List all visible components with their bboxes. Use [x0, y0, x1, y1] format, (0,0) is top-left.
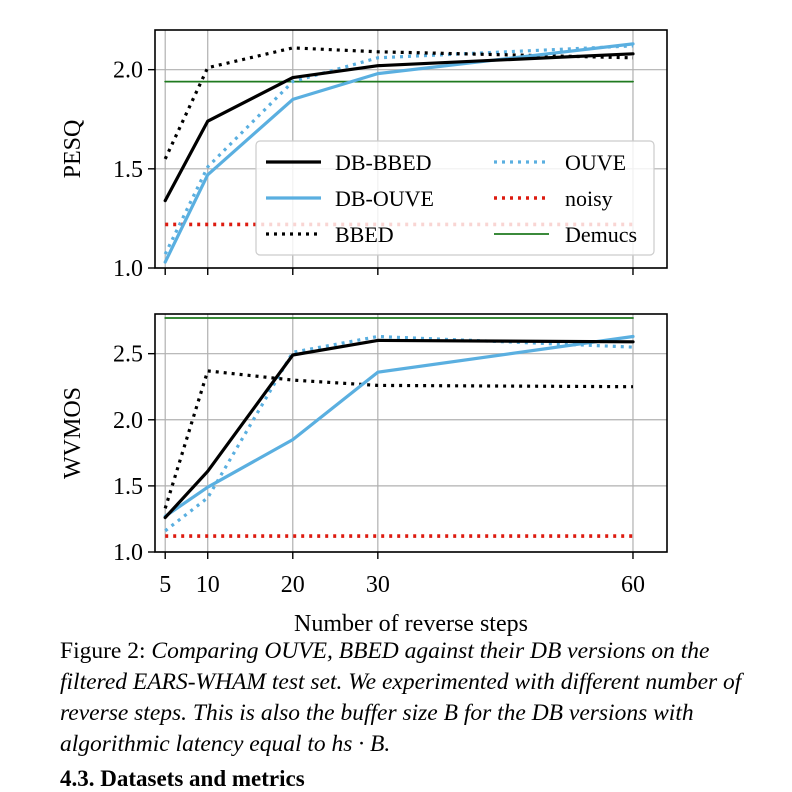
legend-label-db-bbed: DB-BBED — [335, 150, 432, 175]
legend-label-bbed: BBED — [335, 222, 394, 247]
figure: 1.0 1.5 2.0 PESQ DB-BBED OUVE DB-OUVE noisy BB… — [60, 29, 668, 637]
pesq-series-db-bbed — [163, 52, 635, 203]
x-tick-label: 10 — [196, 572, 220, 598]
caption-label: Figure 2: — [60, 638, 146, 664]
pesq-panel: 1.0 1.5 2.0 PESQ DB-BBED OUVE DB-OUVE noisy BB… — [60, 29, 668, 282]
wvmos-ylabel: WVMOS — [60, 387, 86, 479]
pesq-y-tick-label: 2.0 — [113, 58, 143, 84]
legend-label-ouve: OUVE — [565, 150, 626, 175]
wvmos-y-tick-label: 1.0 — [113, 540, 143, 566]
x-tick-label: 5 — [159, 572, 171, 598]
pesq-y-tick-label: 1.0 — [113, 256, 143, 282]
wvmos-series-db-bbed — [163, 338, 635, 520]
pesq-axes-frame — [154, 29, 668, 269]
wvmos-series-db-ouve — [163, 334, 635, 518]
x-axis-label: Number of reverse steps — [294, 611, 528, 637]
wvmos-y-tick-label: 2.5 — [113, 342, 143, 368]
figure-caption: Figure 2: Comparing OUVE, BBED against t… — [60, 636, 750, 760]
legend: DB-BBED OUVE DB-OUVE noisy BBED Demucs — [255, 140, 655, 256]
pesq-series-ouve — [163, 44, 634, 255]
pesq-ylabel: PESQ — [60, 120, 86, 179]
section-heading: 4.3. Datasets and metrics — [60, 766, 305, 791]
wvmos-series-bbed — [163, 369, 634, 509]
pesq-y-tick-label: 1.5 — [113, 157, 143, 183]
pesq-series-db-ouve — [163, 42, 635, 264]
legend-box — [255, 140, 655, 256]
wvmos-y-tick-label: 1.5 — [113, 474, 143, 500]
x-tick-label: 20 — [281, 572, 305, 598]
wvmos-y-tick-label: 2.0 — [113, 408, 143, 434]
legend-label-demucs: Demucs — [565, 222, 637, 247]
wvmos-panel: 5 10 20 30 60 1.0 1.5 2.0 2.5 WVMOS — [60, 313, 668, 598]
wvmos-axes-frame — [154, 313, 668, 553]
x-tick-label: 60 — [621, 572, 645, 598]
caption-text: Comparing OUVE, BBED against their DB ve… — [60, 638, 742, 757]
x-tick-label: 30 — [366, 572, 390, 598]
legend-label-noisy: noisy — [565, 186, 613, 211]
legend-label-db-ouve: DB-OUVE — [335, 186, 434, 211]
